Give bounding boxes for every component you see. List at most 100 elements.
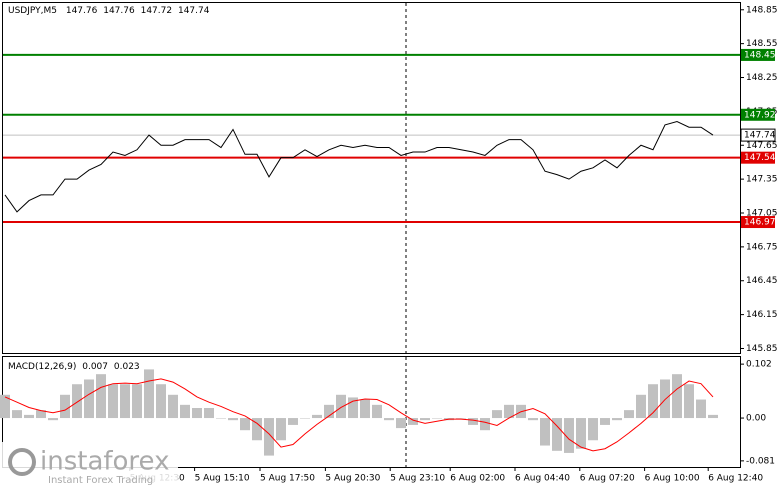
- signal-value: 0.023: [114, 362, 140, 372]
- brand: instaforex: [40, 447, 169, 477]
- histogram-bar: [96, 374, 106, 419]
- close: 147.74: [178, 6, 210, 16]
- level-tag: [741, 216, 775, 229]
- x-tick-label: 6 Aug 10:00: [645, 474, 700, 484]
- current-price-tag: [740, 128, 776, 142]
- histogram-bar: [204, 408, 214, 419]
- histogram-bar: [336, 394, 346, 419]
- histogram-bar: [552, 418, 562, 451]
- histogram-bar: [528, 418, 538, 421]
- histogram-bar: [84, 379, 94, 419]
- y-tick-label: 147.35: [746, 175, 778, 185]
- x-tick-label: 6 Aug 07:20: [580, 474, 635, 484]
- histogram-bar: [228, 418, 238, 421]
- histogram-bar: [240, 418, 250, 431]
- histogram-bar: [48, 418, 58, 421]
- histogram-bar: [216, 418, 226, 419]
- histogram-bar: [156, 384, 166, 419]
- histogram-bar: [192, 408, 202, 419]
- level-label: 147.54: [744, 153, 776, 163]
- histogram-bar: [576, 418, 586, 449]
- y-tick-label: 0.00: [746, 414, 766, 424]
- high: 147.76: [103, 6, 135, 16]
- x-tick-label: 6 Aug 12:40: [708, 474, 763, 484]
- x-tick-label: 5 Aug 17:50: [260, 474, 315, 484]
- level-label: 147.92: [744, 110, 776, 120]
- x-tick-label: 5 Aug 23:10: [390, 474, 445, 484]
- histogram-bar: [264, 418, 274, 456]
- histogram-bar: [636, 394, 646, 419]
- histogram-bar: [36, 410, 46, 419]
- histogram-bar: [396, 418, 406, 429]
- level-label: 148.45: [744, 50, 776, 60]
- histogram-bar: [252, 418, 262, 441]
- open: 147.76: [66, 6, 98, 16]
- histogram-bar: [312, 414, 322, 419]
- y-tick-label: 147.65: [746, 141, 778, 151]
- histogram-bar: [648, 384, 658, 419]
- histogram-bar: [72, 384, 82, 419]
- histogram-bar: [456, 418, 466, 419]
- histogram-bar: [480, 418, 490, 431]
- histogram-bar: [684, 384, 694, 419]
- histogram-bar: [180, 404, 190, 419]
- histogram-bar: [588, 418, 598, 441]
- histogram-bar: [348, 397, 358, 419]
- histogram-bar: [360, 399, 370, 419]
- histogram-bar: [108, 384, 118, 419]
- histogram-bar: [144, 369, 154, 419]
- level-tag: [741, 151, 775, 164]
- histogram-bar: [492, 410, 502, 419]
- logo: [8, 448, 36, 476]
- histogram-bar: [300, 418, 310, 419]
- y-tick-label: 148.85: [746, 5, 778, 15]
- macd-value: 0.007: [82, 362, 108, 372]
- y-tick-label: 0.102: [746, 360, 772, 370]
- x-tick-label: 5 Aug 20:30: [325, 474, 380, 484]
- level-tag: [741, 108, 775, 121]
- histogram-bar: [276, 418, 286, 441]
- price-line: [4, 121, 714, 213]
- histogram-bar: [612, 418, 622, 421]
- low: 147.72: [141, 6, 173, 16]
- y-tick-label: 145.85: [746, 344, 778, 354]
- chart-title: USDJPY,M5 147.76 147.76 147.72 147.74: [8, 6, 210, 16]
- histogram-bar: [504, 404, 514, 419]
- histogram-bar: [564, 418, 574, 453]
- histogram-bar: [120, 384, 130, 419]
- y-tick-label: 147.05: [746, 209, 778, 219]
- x-tick-label: 6 Aug 04:40: [515, 474, 570, 484]
- y-tick-label: 146.75: [746, 242, 778, 252]
- y-tick-label: 148.55: [746, 39, 778, 49]
- histogram-bar: [0, 394, 10, 419]
- y-tick-label: 146.15: [746, 310, 778, 320]
- macd-title: MACD(12,26,9) 0.007 0.023: [8, 362, 140, 372]
- histogram-bar: [696, 399, 706, 419]
- histogram-bar: [24, 414, 34, 419]
- signal-line: [4, 378, 714, 452]
- histogram-bar: [12, 410, 22, 419]
- histogram-bar: [168, 394, 178, 419]
- histogram-bar: [384, 418, 394, 421]
- x-tick-label: 5 Aug 15:10: [195, 474, 250, 484]
- marks: 148.85148.55148.25147.95147.65147.35147.…: [0, 5, 778, 484]
- y-tick-label: -0.081: [746, 456, 775, 466]
- histogram-bar: [672, 374, 682, 419]
- histogram-bar: [432, 418, 442, 419]
- histogram-bar: [132, 384, 142, 419]
- symbol: USDJPY,M5: [8, 6, 57, 16]
- watermark: instaforex Instant Forex Trading: [0, 442, 178, 489]
- x-tick-label: 6 Aug 02:00: [450, 474, 505, 484]
- y-tick-label: 148.25: [746, 73, 778, 83]
- level-label: 146.97: [744, 218, 776, 228]
- histogram-bar: [540, 418, 550, 446]
- histogram-bar: [372, 404, 382, 419]
- histogram-bar: [324, 404, 334, 419]
- y-tick-label: 146.45: [746, 276, 778, 286]
- histogram-bar: [420, 418, 430, 421]
- level-tag: [741, 48, 775, 61]
- current-price-label: 147.74: [744, 131, 776, 141]
- price-panel: [2, 2, 741, 354]
- histogram-bar: [708, 414, 718, 419]
